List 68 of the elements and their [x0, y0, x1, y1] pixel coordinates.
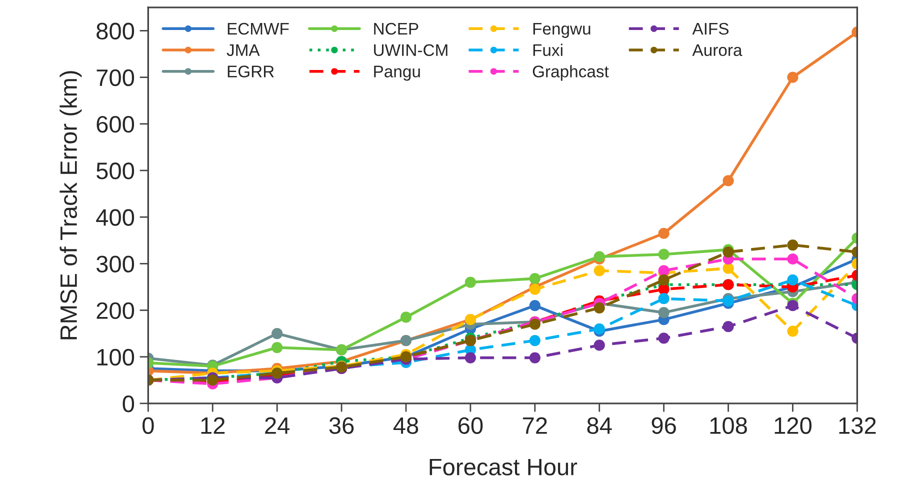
point [658, 248, 670, 260]
x-tick-label: 0 [142, 417, 154, 434]
point [658, 228, 670, 239]
point [787, 326, 798, 337]
legend-label: Graphcast [532, 65, 609, 81]
legend-label: UWIN-CM [374, 44, 448, 56]
legend-label: EGRR [228, 66, 274, 78]
legend-label: AIFS [692, 22, 729, 35]
point [272, 342, 283, 354]
point [529, 273, 540, 284]
legend-label: NCEP [374, 22, 418, 35]
point [594, 265, 605, 276]
point [787, 239, 798, 251]
point [529, 334, 540, 346]
point [529, 318, 540, 330]
point [722, 246, 734, 258]
x-axis-title: Forecast Hour [430, 458, 578, 476]
x-tick-label: 60 [458, 417, 483, 434]
x-tick-label: 36 [329, 417, 354, 434]
x-tick-label: 48 [393, 417, 418, 434]
point [529, 300, 540, 312]
point [272, 328, 283, 340]
y-tick-label: 500 [96, 162, 134, 180]
point [787, 274, 798, 286]
legend-label: Aurora [692, 44, 742, 56]
x-tick-label: 24 [265, 417, 290, 434]
point [658, 307, 670, 318]
y-tick-label: 200 [96, 302, 134, 320]
point [658, 274, 670, 286]
x-tick-label: 84 [587, 417, 612, 434]
x-tick-label: 120 [774, 417, 812, 434]
point [787, 300, 798, 312]
point [594, 340, 605, 351]
y-tick-label: 600 [96, 116, 134, 133]
point [400, 312, 412, 323]
legend-label: Fengwu [533, 23, 590, 38]
y-tick-label: 400 [96, 209, 134, 226]
point [722, 321, 734, 332]
y-tick-label: 0 [122, 395, 134, 412]
x-tick-label: 132 [839, 417, 876, 434]
legend-label: Fuxi [533, 44, 562, 56]
point [594, 323, 605, 334]
point [722, 262, 734, 274]
x-tick-label: 72 [522, 417, 547, 434]
point [658, 265, 670, 276]
legend-label: JMA [226, 44, 260, 56]
point [464, 276, 476, 288]
y-tick-label: 100 [97, 348, 134, 366]
point [787, 72, 798, 83]
point [594, 302, 605, 314]
point [658, 293, 670, 304]
y-tick-label: 700 [96, 69, 134, 86]
x-tick-label: 12 [201, 417, 225, 434]
legend-label: Pangu [374, 66, 420, 81]
legend-label: ECMWF [228, 22, 289, 35]
point [787, 253, 798, 265]
point [207, 374, 218, 386]
point [529, 352, 540, 364]
y-axis-title: RMSE of Track Error (km) [60, 71, 82, 340]
x-tick-label: 108 [710, 417, 747, 434]
point [529, 284, 540, 295]
y-tick-label: 800 [96, 22, 134, 40]
point [658, 332, 670, 344]
point [464, 352, 476, 364]
x-tick-label: 96 [652, 417, 676, 434]
point [594, 251, 605, 262]
y-tick-label: 300 [96, 256, 134, 272]
point [722, 175, 734, 186]
